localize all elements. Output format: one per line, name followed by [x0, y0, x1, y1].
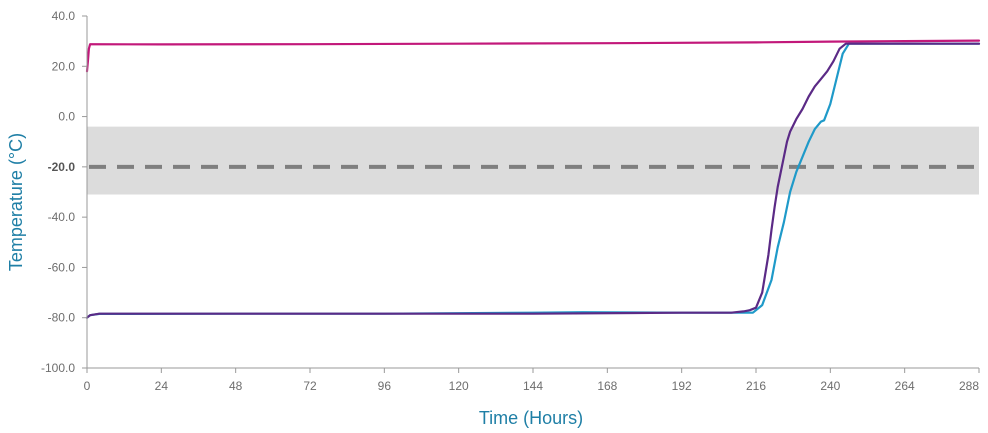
x-tick-label: 96 — [378, 379, 392, 393]
x-tick-label: 120 — [449, 379, 469, 393]
y-tick-label: -80.0 — [48, 311, 76, 325]
x-tick-label: 48 — [229, 379, 243, 393]
y-tick-label: 40.0 — [52, 9, 76, 23]
x-tick-label: 144 — [523, 379, 543, 393]
series-line-3 — [85, 42, 981, 319]
y-tick-label: -40.0 — [48, 210, 76, 224]
x-axis-title: Time (Hours) — [479, 408, 583, 428]
y-tick-label: -100.0 — [41, 361, 75, 375]
y-tick-label: -20.0 — [48, 160, 76, 174]
x-tick-label: 24 — [155, 379, 169, 393]
x-tick-label: 216 — [746, 379, 766, 393]
x-tick-label: 240 — [820, 379, 840, 393]
y-tick-label: -60.0 — [48, 260, 76, 274]
y-tick-label: 0.0 — [58, 110, 75, 124]
series-line-1 — [85, 39, 981, 73]
x-tick-label: 72 — [303, 379, 317, 393]
y-tick-label: 20.0 — [52, 59, 76, 73]
x-tick-label: 192 — [672, 379, 692, 393]
x-tick-label: 288 — [959, 379, 979, 393]
target-range-band — [87, 126, 979, 195]
x-tick-label: 264 — [895, 379, 915, 393]
y-axis-title: Temperature (°C) — [6, 133, 26, 271]
x-tick-label: 0 — [84, 379, 91, 393]
x-tick-label: 168 — [597, 379, 617, 393]
